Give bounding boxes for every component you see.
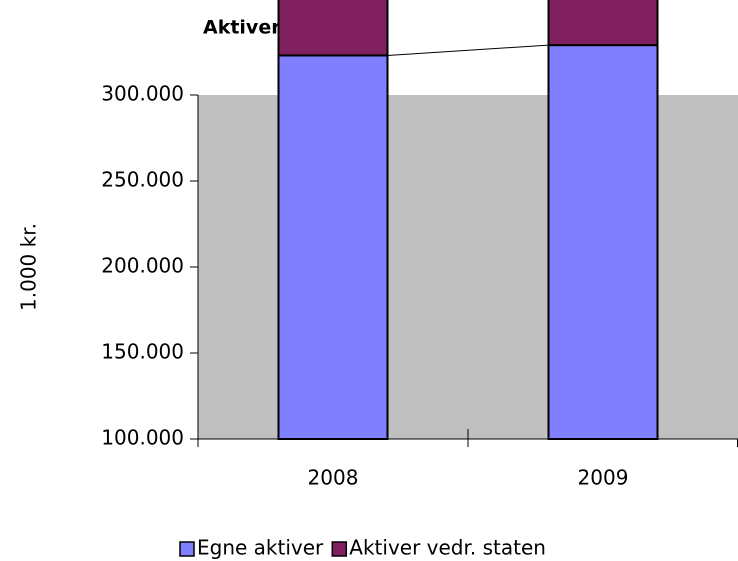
x-tick-label: 2009 [578, 466, 629, 490]
legend-label: Egne aktiver [197, 536, 324, 560]
series-line [387, 44, 549, 56]
y-tick-label: 150.000 [101, 340, 184, 364]
chart-title: Aktiver [203, 17, 281, 39]
legend-swatch [331, 541, 348, 557]
y-axis-label: 1.000 kr. [17, 223, 41, 311]
bar-segment [277, 0, 389, 57]
y-tick-label: 300.000 [101, 82, 184, 106]
bar-segment [547, 44, 659, 441]
x-tick-label: 2008 [308, 466, 359, 490]
y-tick-label: 200.000 [101, 254, 184, 278]
legend-swatch [179, 541, 195, 557]
y-tick-label: 250.000 [101, 168, 184, 192]
bar-segment [277, 54, 389, 440]
bar-segment [547, 0, 659, 47]
y-tick-label: 100.000 [101, 426, 184, 450]
legend-label: Aktiver vedr. staten [349, 536, 546, 560]
